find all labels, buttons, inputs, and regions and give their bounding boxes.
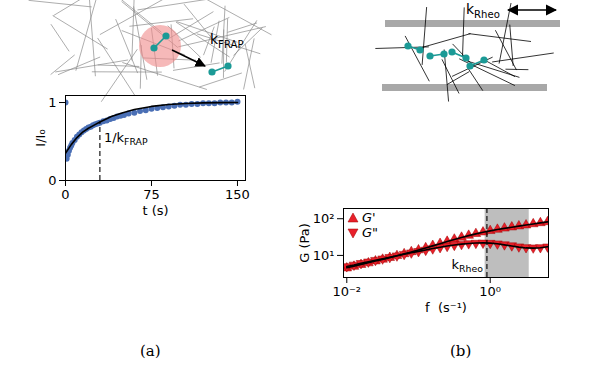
svg-text:G (Pa): G (Pa): [297, 223, 312, 263]
svg-text:0: 0: [61, 187, 69, 202]
svg-text:10⁻²: 10⁻²: [332, 284, 361, 299]
svg-text:10¹: 10¹: [313, 248, 335, 263]
svg-text:t (s): t (s): [142, 203, 168, 218]
svg-text:kFRAP: kFRAP: [210, 31, 243, 50]
html-text:G": G": [362, 225, 379, 240]
html-text:G': G': [362, 210, 376, 225]
svg-text:1/kFRAP: 1/kFRAP: [104, 130, 148, 147]
svg-text:75: 75: [143, 187, 160, 202]
html-text:(b): (b): [450, 342, 472, 360]
svg-text:kRheo: kRheo: [452, 257, 484, 274]
svg-text:10⁰: 10⁰: [479, 284, 501, 299]
svg-text:10²: 10²: [313, 211, 335, 226]
svg-text:f (s⁻¹): f (s⁻¹): [425, 300, 467, 315]
svg-text:I/I₀: I/I₀: [33, 129, 48, 146]
svg-text:150: 150: [225, 187, 250, 202]
html-text:(a): (a): [140, 342, 161, 360]
svg-text:1: 1: [48, 95, 56, 110]
svg-text:kRheo: kRheo: [466, 1, 500, 20]
svg-text:0: 0: [48, 173, 56, 188]
